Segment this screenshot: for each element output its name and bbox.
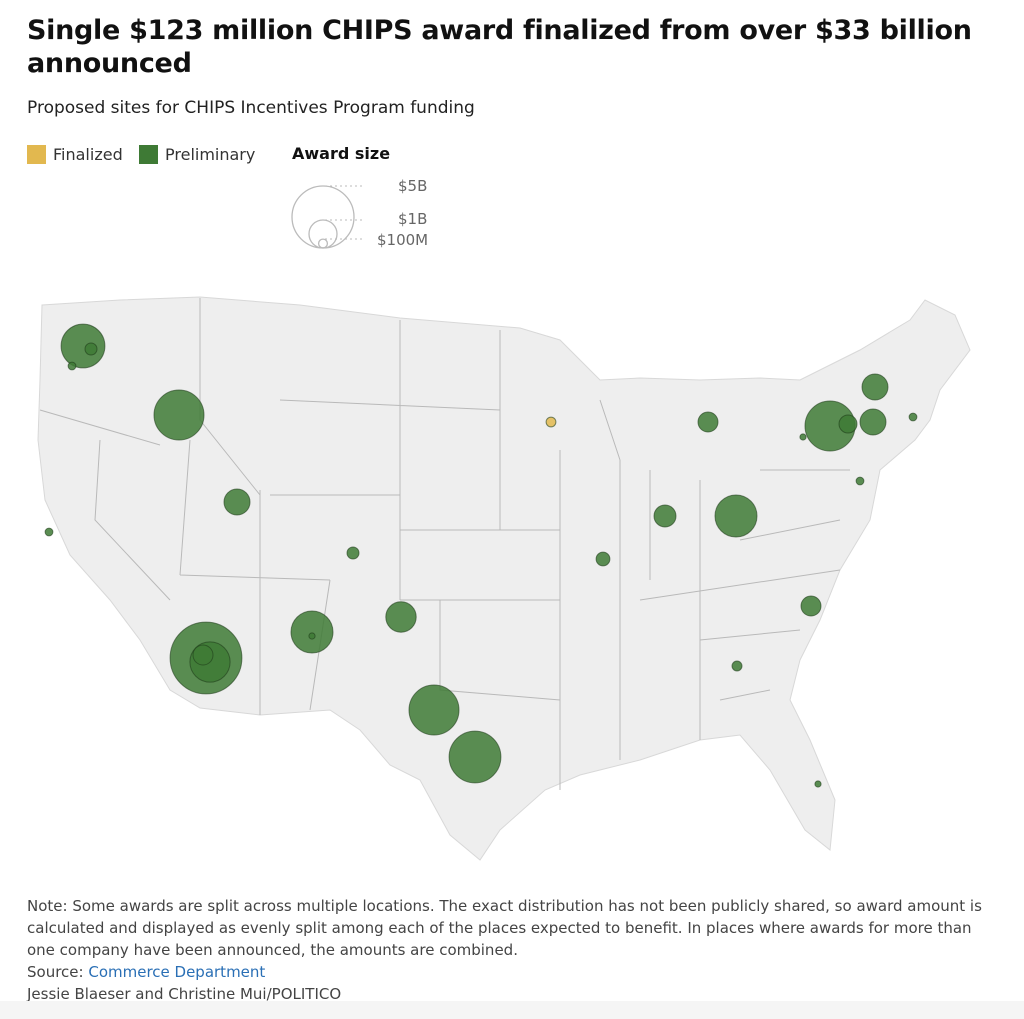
award-bubble-north-carolina[interactable] (800, 595, 822, 617)
award-bubble-ohio[interactable] (714, 494, 758, 538)
award-bubble-florida[interactable] (814, 780, 822, 788)
award-bubble-new-york[interactable] (838, 414, 858, 434)
award-bubble-georgia[interactable] (731, 660, 743, 672)
source-line: Source: Commerce Department (27, 961, 987, 983)
award-bubble-texas[interactable] (448, 730, 502, 784)
legend-label: Preliminary (165, 145, 256, 164)
award-bubble-arizona[interactable] (192, 644, 214, 666)
size-label-100m: $100M (377, 231, 429, 249)
legend-preliminary: Preliminary (139, 145, 255, 164)
legend-finalized: Finalized (27, 145, 123, 164)
footer-bar (0, 1001, 1024, 1019)
size-circle-100m (317, 238, 329, 249)
award-bubble-california[interactable] (44, 527, 54, 537)
award-bubble-new-mexico[interactable] (308, 632, 316, 640)
footnote: Note: Some awards are split across multi… (27, 895, 987, 1005)
preliminary-swatch (139, 145, 158, 164)
size-label-1b: $1B (398, 210, 428, 228)
award-bubble-new-mexico[interactable] (290, 610, 334, 654)
award-bubble-utah[interactable] (223, 488, 251, 516)
note-text: Note: Some awards are split across multi… (27, 897, 982, 959)
award-bubble-missouri[interactable] (595, 551, 611, 567)
award-bubble-michigan[interactable] (697, 411, 719, 433)
chart-title: Single $123 million CHIPS award finalize… (27, 15, 972, 79)
award-bubble-washington[interactable] (60, 323, 106, 369)
award-size-heading: Award size (292, 144, 391, 163)
size-circle-1b (308, 219, 338, 249)
award-bubble-new-york[interactable] (859, 408, 887, 436)
award-bubble-minnesota[interactable] (545, 416, 557, 428)
award-bubble-new-jersey[interactable] (855, 476, 865, 486)
award-bubble-new-york[interactable] (799, 433, 807, 441)
legend-label: Finalized (53, 145, 123, 164)
finalized-swatch (27, 145, 46, 164)
award-bubble-vermont[interactable] (861, 373, 889, 401)
source-label: Source: (27, 963, 89, 981)
chart-subtitle: Proposed sites for CHIPS Incentives Prog… (27, 98, 475, 118)
award-bubble-massachusetts[interactable] (908, 412, 918, 422)
award-bubble-texas[interactable] (385, 601, 417, 633)
source-link[interactable]: Commerce Department (88, 963, 266, 981)
us-map (37, 296, 971, 861)
size-legend-circles (291, 185, 365, 249)
award-bubbles (44, 323, 918, 788)
award-bubble-texas[interactable] (408, 684, 460, 736)
credit-text: Jessie Blaeser and Christine Mui/POLITIC… (27, 985, 342, 1003)
us-land (37, 296, 971, 861)
award-bubble-colorado[interactable] (346, 546, 360, 560)
award-bubble-washington[interactable] (84, 342, 98, 356)
award-bubble-indiana[interactable] (653, 504, 677, 528)
award-bubble-oregon[interactable] (153, 389, 205, 441)
size-label-5b: $5B (398, 177, 428, 195)
award-bubble-washington[interactable] (67, 361, 77, 371)
